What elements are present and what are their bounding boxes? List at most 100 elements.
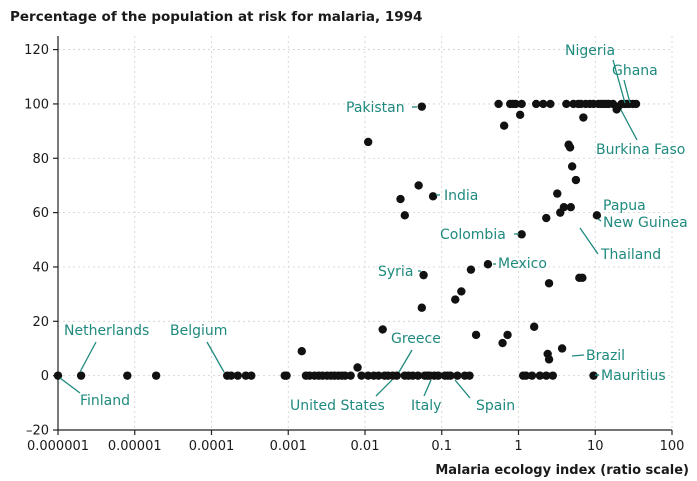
data-point: [466, 265, 476, 274]
leader-line-spain: [454, 379, 471, 399]
y-tick-label: 60: [32, 206, 49, 221]
data-point: [498, 338, 507, 348]
data-point: [417, 102, 427, 111]
data-point: [515, 110, 525, 120]
data-point: [529, 322, 539, 331]
x-tick-label: 10: [587, 439, 604, 454]
data-point: [392, 371, 402, 380]
data-point: [592, 211, 602, 220]
annotation-papua: Papua: [603, 198, 646, 214]
y-tick-label: 40: [32, 260, 49, 275]
annotation-thailand: Thailand: [600, 247, 661, 263]
annotation-ghana: Ghana: [612, 63, 658, 79]
x-axis-label: Malaria ecology index (ratio scale): [435, 463, 689, 478]
leader-line-italy: [423, 379, 432, 397]
y-tick-label: –20: [26, 424, 49, 439]
annotation-mexico: Mexico: [498, 256, 547, 272]
data-point: [378, 325, 387, 334]
data-point: [413, 371, 423, 380]
annotation-nigeria: Nigeria: [565, 43, 615, 59]
annotation-italy: Italy: [411, 398, 441, 414]
tick-labels: –20 0 20 40 60 80 100 120 0.000001 0.00001 0.0001 0…: [24, 43, 684, 454]
chart-title: Percentage of the population at risk for…: [10, 9, 422, 25]
data-point: [589, 371, 598, 380]
annotation-brazil: Brazil: [586, 348, 625, 364]
data-point: [494, 99, 503, 109]
annotation-netherlands: Netherlands: [64, 323, 149, 339]
x-tick-label: 0.000001: [27, 439, 89, 454]
data-point: [419, 270, 428, 280]
annotation-finland: Finland: [80, 393, 130, 409]
data-point: [396, 194, 405, 204]
data-point: [542, 213, 551, 223]
leader-line-ghana: [623, 79, 631, 104]
annotations: Nigeria Ghana Burkina Faso Pakistan India Pap…: [59, 43, 688, 414]
data-point: [465, 371, 474, 380]
data-point: [226, 371, 236, 380]
leader-line-greece: [398, 349, 413, 373]
data-point: [151, 371, 161, 380]
data-point: [451, 295, 460, 304]
annotation-new-guinea: New Guinea: [603, 215, 688, 231]
data-point: [548, 371, 558, 380]
grid: [57, 36, 673, 431]
x-tick-label: 0.1: [431, 439, 452, 454]
annotation-burkina-faso: Burkina Faso: [596, 142, 685, 158]
data-point: [562, 99, 571, 109]
data-point: [483, 260, 493, 269]
data-point: [499, 121, 509, 130]
data-point: [453, 371, 462, 380]
data-point: [471, 330, 481, 340]
data-point: [557, 344, 567, 353]
data-point: [353, 363, 362, 372]
leader-line-thailand: [579, 227, 599, 255]
data-point: [527, 371, 537, 380]
data-point: [53, 371, 63, 380]
x-tick-label: 0.0001: [189, 439, 235, 454]
data-point: [521, 371, 531, 380]
x-tick-label: 0.00001: [108, 439, 162, 454]
data-point: [417, 303, 427, 312]
data-point: [544, 355, 554, 364]
annotation-belgium: Belgium: [170, 323, 227, 339]
data-point: [297, 347, 306, 356]
data-point: [546, 99, 555, 109]
data-point: [566, 202, 575, 212]
data-point: [517, 230, 526, 239]
annotation-united-states: United States: [290, 398, 385, 414]
data-point: [539, 99, 548, 109]
data-point: [542, 371, 551, 380]
data-point: [565, 143, 575, 152]
data-point: [400, 211, 409, 220]
data-point: [559, 202, 569, 212]
data-point: [544, 279, 554, 288]
data-point: [282, 371, 291, 380]
data-point: [531, 99, 541, 109]
data-point: [428, 192, 438, 201]
data-point: [571, 175, 581, 185]
leader-line-nigeria: [612, 59, 626, 104]
annotation-greece: Greece: [391, 331, 441, 347]
y-tick-label: 0: [41, 369, 49, 384]
data-point: [457, 287, 466, 296]
data-point: [374, 371, 383, 380]
data-point: [578, 273, 587, 283]
data-point: [579, 113, 588, 122]
x-tick-label: 1: [514, 439, 522, 454]
data-point: [446, 371, 455, 380]
data-point: [517, 99, 526, 109]
data-point: [76, 371, 86, 380]
data-point: [553, 189, 562, 198]
x-tick-label: 0.001: [270, 439, 307, 454]
data-point: [434, 371, 443, 380]
leader-line-finland: [59, 377, 81, 394]
y-tick-label: 120: [24, 43, 49, 58]
annotation-spain: Spain: [476, 398, 515, 414]
data-point: [511, 99, 520, 109]
data-point: [535, 371, 545, 380]
data-point: [567, 162, 577, 171]
annotation-india: India: [444, 188, 478, 204]
x-tick-label: 0.01: [351, 439, 380, 454]
data-point: [503, 330, 512, 340]
data-point: [631, 99, 641, 109]
